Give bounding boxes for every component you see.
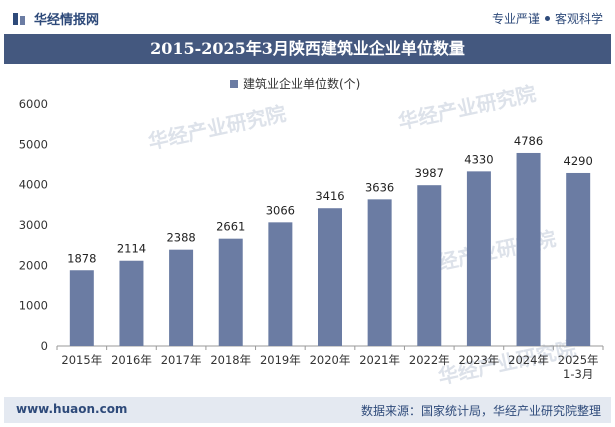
bar: [218, 238, 243, 346]
bar: [119, 260, 144, 346]
legend-label: 建筑业企业单位数(个): [243, 76, 360, 91]
footer-bar: www.huaon.com 数据来源：国家统计局，华经产业研究院整理: [4, 397, 611, 423]
data-label: 4290: [564, 154, 593, 168]
brand-logo[interactable]: 华经情报网: [12, 9, 99, 28]
data-label: 3416: [315, 189, 344, 203]
bar: [417, 185, 442, 346]
bullet-icon: [544, 16, 550, 21]
top-bar: 华经情报网 专业严谨 客观科学: [0, 0, 615, 34]
watermark-text: 华经产业研究院: [436, 336, 578, 389]
data-label: 3636: [365, 180, 394, 194]
x-tick-label: 2021年: [359, 353, 400, 367]
brand-name: 华经情报网: [34, 13, 100, 28]
watermark-text: 华经产业研究院: [146, 101, 288, 154]
x-tick-label: 2019年: [260, 353, 301, 367]
y-tick-label: 1000: [19, 299, 48, 313]
y-tick-label: 4000: [19, 178, 48, 192]
x-tick-label: 2017年: [161, 353, 202, 367]
watermark-text: 华经产业研究院: [396, 81, 538, 134]
bar: [516, 152, 541, 346]
data-label: 3987: [415, 166, 444, 180]
bar: [566, 172, 591, 346]
bar: [466, 171, 491, 346]
y-tick-label: 0: [41, 339, 48, 353]
x-tick-label: 2015年: [61, 353, 102, 367]
y-tick-label: 6000: [19, 97, 48, 111]
chart-title: 2015-2025年3月陕西建筑业企业单位数量: [4, 34, 611, 64]
legend-swatch: [230, 80, 238, 88]
tagline-right: 客观科学: [554, 12, 603, 26]
bar: [318, 208, 342, 346]
data-label: 2114: [117, 242, 146, 256]
data-label: 3066: [266, 203, 295, 217]
tagline: 专业严谨 客观科学: [492, 10, 603, 27]
data-source: 数据来源：国家统计局，华经产业研究院整理: [360, 404, 601, 418]
x-tick-label: 2025年 1-3月: [558, 353, 599, 381]
bar: [169, 249, 194, 346]
data-label: 4786: [514, 134, 543, 148]
bar: [69, 270, 94, 346]
bar-chart: 华经产业研究院华经产业研究院华经产业研究院华经产业研究院建筑业企业单位数(个)0…: [19, 76, 604, 389]
data-label: 2661: [216, 220, 245, 234]
data-label: 1878: [67, 251, 96, 265]
x-tick-label: 2024年: [508, 353, 549, 367]
x-tick-label: 2016年: [111, 353, 152, 367]
bar: [268, 222, 293, 346]
tagline-left: 专业严谨: [491, 12, 540, 26]
y-tick-label: 5000: [19, 137, 48, 151]
data-label: 4330: [464, 152, 493, 166]
site-link[interactable]: www.huaon.com: [16, 402, 128, 416]
bar: [367, 199, 392, 346]
x-tick-label: 2022年: [409, 353, 450, 367]
brand-logo-icon: [13, 12, 25, 25]
x-tick-label: 2023年: [459, 353, 500, 367]
x-tick-label: 2020年: [310, 353, 351, 367]
x-tick-label: 2018年: [210, 353, 251, 367]
data-label: 2388: [166, 231, 195, 245]
y-tick-label: 3000: [19, 218, 48, 232]
y-tick-label: 2000: [19, 258, 48, 272]
